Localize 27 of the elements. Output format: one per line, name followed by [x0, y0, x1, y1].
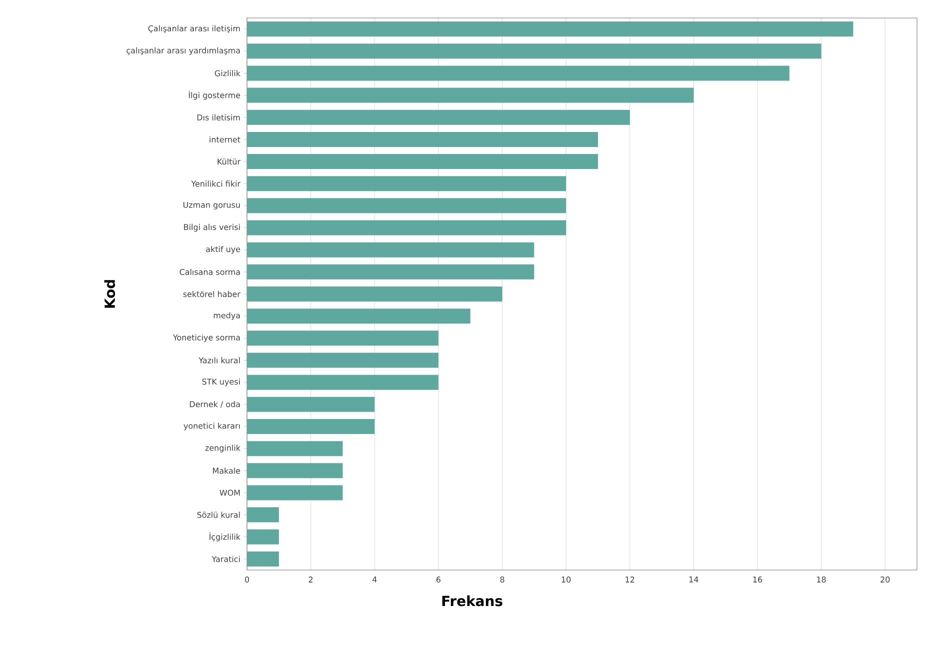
- bar: [247, 198, 566, 214]
- bar: [247, 551, 279, 566]
- bar: [247, 507, 279, 522]
- bar: [247, 418, 375, 434]
- bar: [247, 242, 534, 258]
- bar: [247, 352, 438, 368]
- bar: [247, 132, 598, 147]
- bar: [247, 441, 343, 456]
- bar: [247, 308, 470, 324]
- bar: [247, 110, 630, 125]
- bar: [247, 286, 502, 302]
- bar: [247, 264, 534, 280]
- bar: [247, 374, 438, 390]
- x-axis-title: Frekans: [442, 595, 502, 606]
- bar: [247, 22, 854, 37]
- bar: [247, 176, 566, 192]
- bar: [247, 88, 694, 103]
- bar: [247, 529, 279, 544]
- bar: [247, 154, 598, 170]
- y-axis-title: Kod: [104, 280, 116, 308]
- bar: [247, 220, 566, 236]
- bar: [247, 330, 438, 346]
- bar: [247, 396, 375, 412]
- bar: [247, 66, 790, 81]
- bar: [247, 44, 822, 59]
- bar: [247, 463, 343, 478]
- bar: [247, 485, 343, 500]
